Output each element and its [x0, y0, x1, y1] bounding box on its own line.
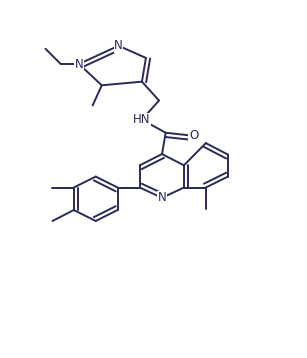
Text: N: N — [157, 192, 166, 204]
Text: N: N — [75, 58, 83, 71]
Text: HN: HN — [133, 113, 151, 126]
Text: N: N — [114, 39, 123, 52]
Text: O: O — [189, 129, 198, 142]
